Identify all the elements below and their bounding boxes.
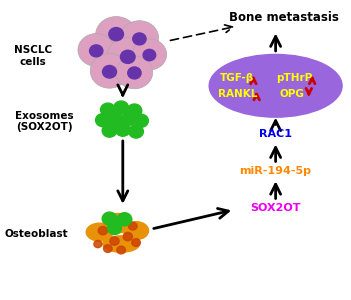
Ellipse shape <box>86 223 113 241</box>
Circle shape <box>127 104 142 117</box>
Circle shape <box>122 112 137 125</box>
Circle shape <box>95 16 137 53</box>
Circle shape <box>90 53 129 88</box>
Text: SOX2OT: SOX2OT <box>250 203 301 213</box>
Circle shape <box>94 241 102 248</box>
Circle shape <box>123 232 132 241</box>
Text: RAC1: RAC1 <box>259 129 292 139</box>
Text: Osteoblast: Osteoblast <box>5 229 68 238</box>
Circle shape <box>102 124 117 137</box>
Text: NSCLC
cells: NSCLC cells <box>14 45 52 67</box>
Circle shape <box>128 67 141 79</box>
Circle shape <box>104 245 112 252</box>
Circle shape <box>100 103 115 116</box>
Circle shape <box>102 212 117 225</box>
Ellipse shape <box>104 214 132 233</box>
Circle shape <box>114 101 128 114</box>
Circle shape <box>102 65 117 78</box>
Text: Exosomes
(SOX2OT): Exosomes (SOX2OT) <box>15 111 74 132</box>
Circle shape <box>117 246 125 254</box>
Circle shape <box>134 114 148 127</box>
Circle shape <box>120 21 159 55</box>
Circle shape <box>90 45 103 57</box>
Text: OPG: OPG <box>280 89 305 99</box>
Circle shape <box>132 239 140 247</box>
Circle shape <box>110 237 119 245</box>
Text: pTHrP: pTHrP <box>276 73 312 83</box>
Circle shape <box>132 39 167 70</box>
Text: miR-194-5p: miR-194-5p <box>240 166 312 176</box>
Circle shape <box>116 56 153 89</box>
Circle shape <box>107 38 148 74</box>
Circle shape <box>78 34 114 66</box>
Text: RANKL: RANKL <box>218 89 257 99</box>
Ellipse shape <box>209 54 342 117</box>
Circle shape <box>98 226 107 235</box>
Ellipse shape <box>124 222 148 240</box>
Text: Bone metastasis: Bone metastasis <box>229 11 339 24</box>
Circle shape <box>115 123 130 136</box>
Circle shape <box>128 222 137 230</box>
Circle shape <box>109 113 124 126</box>
Circle shape <box>143 50 156 61</box>
Circle shape <box>133 33 146 45</box>
Circle shape <box>120 50 135 63</box>
Circle shape <box>107 222 121 235</box>
Circle shape <box>129 125 144 138</box>
Circle shape <box>109 28 124 41</box>
Circle shape <box>117 213 132 226</box>
Ellipse shape <box>103 236 139 252</box>
Circle shape <box>95 114 110 127</box>
Text: TGF-β: TGF-β <box>220 73 254 83</box>
